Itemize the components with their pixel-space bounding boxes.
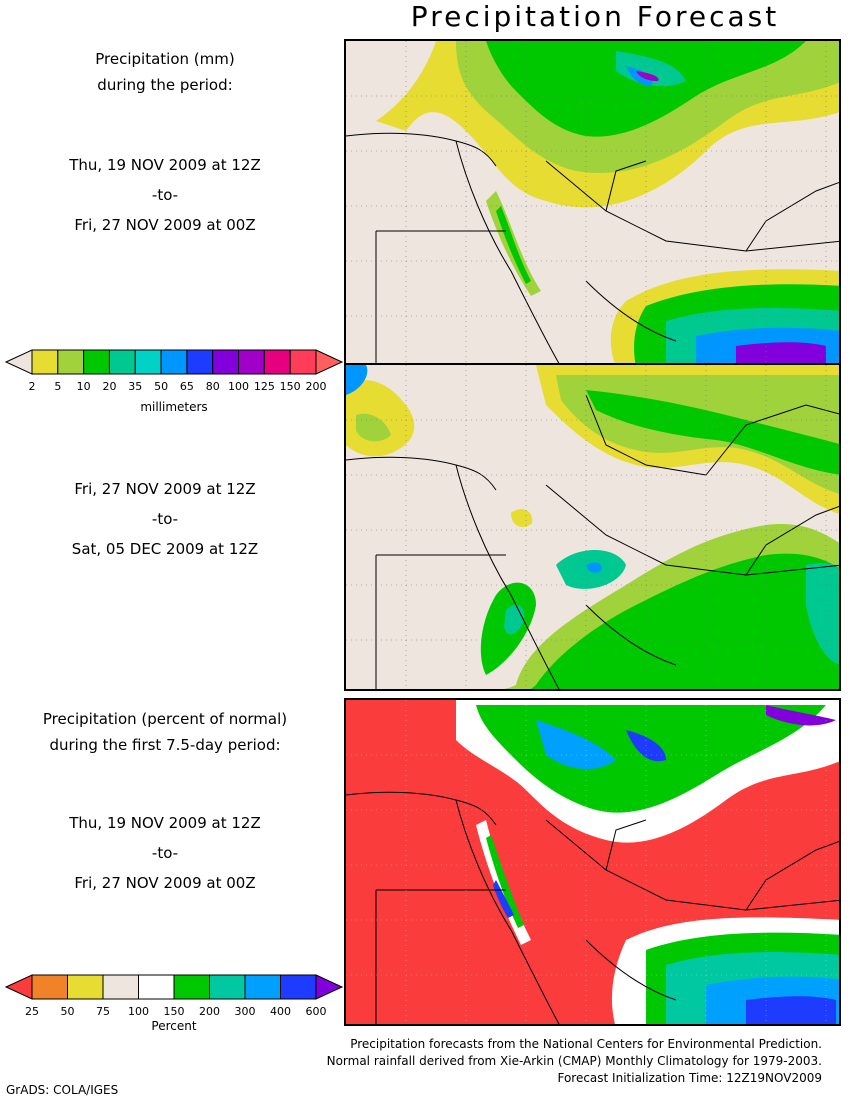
legend-mm-high-arrow xyxy=(315,349,344,375)
legend-percent-tick-label: 300 xyxy=(235,1005,256,1018)
legend-mm-tick-label: 80 xyxy=(206,380,220,393)
legend-percent-tick-label: 50 xyxy=(61,1005,75,1018)
panel1-heading-line1: Precipitation (mm) xyxy=(95,50,235,68)
legend-mm-unit-label: millimeters xyxy=(140,400,207,414)
legend-mm-swatch xyxy=(263,349,291,375)
panel1-start: Thu, 19 NOV 2009 at 12Z xyxy=(69,156,261,174)
legend-percent-swatch xyxy=(31,974,68,1000)
map-panel-2 xyxy=(344,363,841,691)
legend-mm-swatch xyxy=(238,349,265,375)
legend-mm-swatch xyxy=(160,349,188,375)
legend-mm-tick-label: 100 xyxy=(228,380,249,393)
legend-percent-swatch xyxy=(209,974,246,1000)
legend-mm-swatch xyxy=(108,349,136,375)
page-title: Precipitation Forecast xyxy=(410,0,780,33)
legend-percent-tick-label: 200 xyxy=(199,1005,220,1018)
map-panel-3 xyxy=(344,698,841,1026)
legend-percent: 25 50 75 100 150 200 300 400 600 Percent xyxy=(4,974,344,1033)
legend-mm-tick-label: 50 xyxy=(154,380,168,393)
panel1-heading-line2: during the period: xyxy=(97,76,233,94)
legend-percent-tick-label: 150 xyxy=(164,1005,185,1018)
panel3-heading-line2: during the first 7.5-day period: xyxy=(49,736,281,754)
panel2-period: Fri, 27 NOV 2009 at 12Z -to- Sat, 05 DEC… xyxy=(0,474,330,564)
legend-percent-low-arrow xyxy=(4,974,33,1000)
legend-mm-swatch xyxy=(57,349,85,375)
legend-mm-tick-label: 10 xyxy=(77,380,91,393)
legend-percent-unit-label: Percent xyxy=(151,1019,196,1033)
legend-percent-tick-label: 600 xyxy=(306,1005,327,1018)
legend-percent-tick-label: 25 xyxy=(25,1005,39,1018)
legend-mm-tick-label: 5 xyxy=(54,380,61,393)
legend-mm-tick-label: 20 xyxy=(102,380,116,393)
legend-mm-tick-label: 200 xyxy=(306,380,327,393)
panel3-start: Thu, 19 NOV 2009 at 12Z xyxy=(69,814,261,832)
credits-line2: Normal rainfall derived from Xie-Arkin (… xyxy=(326,1054,822,1068)
legend-percent-swatch xyxy=(280,974,317,1000)
panel2-end: Sat, 05 DEC 2009 at 12Z xyxy=(71,540,259,558)
panel3-sep: -to- xyxy=(151,844,179,862)
panel3-heading: Precipitation (percent of normal) during… xyxy=(0,706,330,758)
legend-mm-swatch xyxy=(289,349,317,375)
panel2-start: Fri, 27 NOV 2009 at 12Z xyxy=(74,480,256,498)
credits-line1: Precipitation forecasts from the Nationa… xyxy=(350,1037,822,1051)
legend-mm-swatch xyxy=(83,349,110,375)
legend-percent-swatch xyxy=(244,974,281,1000)
precip-map-2 xyxy=(346,365,839,689)
credits-line3: Forecast Initialization Time: 12Z19NOV20… xyxy=(557,1071,822,1085)
legend-mm: 2 5 10 20 35 50 65 80 100 125 150 200 millimeters xyxy=(4,349,344,414)
precip-map-1 xyxy=(346,41,839,363)
legend-mm-tick-label: 2 xyxy=(29,380,36,393)
legend-mm-tick-label: 125 xyxy=(254,380,275,393)
legend-mm-swatch xyxy=(134,349,162,375)
panel1-heading: Precipitation (mm) during the period: xyxy=(0,46,330,98)
legend-percent-tick-label: 75 xyxy=(96,1005,110,1018)
percent-normal-map xyxy=(346,700,839,1024)
software-credit: GrADS: COLA/IGES xyxy=(6,1083,119,1097)
legend-mm-swatch xyxy=(31,349,59,375)
panel1-sep: -to- xyxy=(151,186,179,204)
legend-mm-swatch xyxy=(212,349,240,375)
panel3-period: Thu, 19 NOV 2009 at 12Z -to- Fri, 27 NOV… xyxy=(0,808,330,898)
legend-percent-swatch xyxy=(102,974,139,1000)
legend-mm-tick-label: 35 xyxy=(128,380,142,393)
legend-percent-swatch xyxy=(67,974,104,1000)
legend-percent-tick-label: 100 xyxy=(128,1005,149,1018)
legend-percent-high-arrow xyxy=(315,974,344,1000)
panel3-end: Fri, 27 NOV 2009 at 00Z xyxy=(74,874,256,892)
legend-mm-low-arrow xyxy=(4,349,33,375)
legend-mm-swatch xyxy=(186,349,214,375)
legend-percent-tick-label: 400 xyxy=(270,1005,291,1018)
legend-mm-tick-label: 65 xyxy=(180,380,194,393)
panel3-heading-line1: Precipitation (percent of normal) xyxy=(42,710,288,728)
legend-percent-swatch xyxy=(173,974,210,1000)
credits: Precipitation forecasts from the Nationa… xyxy=(327,1036,822,1087)
legend-percent-swatch xyxy=(138,974,175,1000)
panel2-sep: -to- xyxy=(151,510,179,528)
panel1-period: Thu, 19 NOV 2009 at 12Z -to- Fri, 27 NOV… xyxy=(0,150,330,240)
panel1-end: Fri, 27 NOV 2009 at 00Z xyxy=(74,216,256,234)
legend-mm-tick-label: 150 xyxy=(280,380,301,393)
map-panel-1 xyxy=(344,39,841,365)
